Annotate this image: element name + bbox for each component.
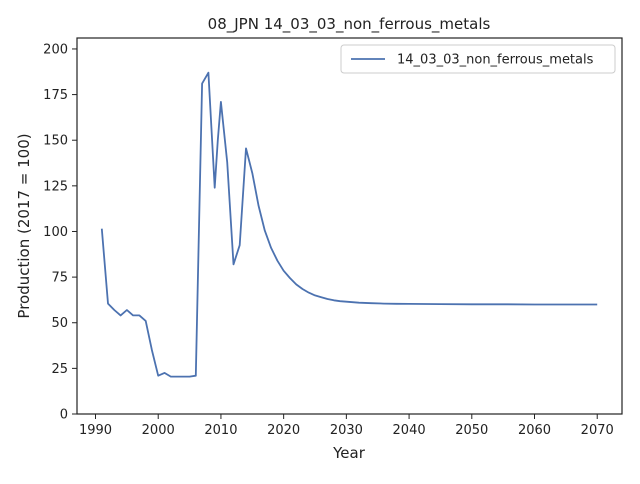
y-tick-label: 25 xyxy=(51,362,68,377)
legend-box xyxy=(340,44,616,74)
y-tick-label: 200 xyxy=(43,42,68,57)
x-tick-label: 2040 xyxy=(393,423,426,438)
x-tick-label: 2030 xyxy=(330,423,363,438)
x-axis-label: Year xyxy=(332,444,366,462)
chart-title: 08_JPN 14_03_03_non_ferrous_metals xyxy=(208,15,491,34)
x-tick-label: 2010 xyxy=(204,423,237,438)
y-tick-label: 175 xyxy=(43,88,68,103)
y-tick-label: 100 xyxy=(43,225,68,240)
y-tick-label: 50 xyxy=(51,316,68,331)
y-tick-label: 0 xyxy=(60,408,68,423)
y-tick-label: 75 xyxy=(51,271,68,286)
plot-frame xyxy=(76,37,623,415)
x-tick-label: 2020 xyxy=(267,423,300,438)
y-tick-label: 150 xyxy=(43,134,68,149)
x-tick-label: 1990 xyxy=(79,423,112,438)
x-tick-label: 2050 xyxy=(455,423,488,438)
x-tick-label: 2070 xyxy=(581,423,614,438)
legend-label: 14_03_03_non_ferrous_metals xyxy=(397,53,594,68)
x-tick-label: 2060 xyxy=(518,423,551,438)
series-line-0 xyxy=(100,71,598,378)
y-tick-label: 125 xyxy=(43,179,68,194)
y-axis-label: Production (2017 = 100) xyxy=(15,133,33,318)
x-tick-label: 2000 xyxy=(142,423,175,438)
